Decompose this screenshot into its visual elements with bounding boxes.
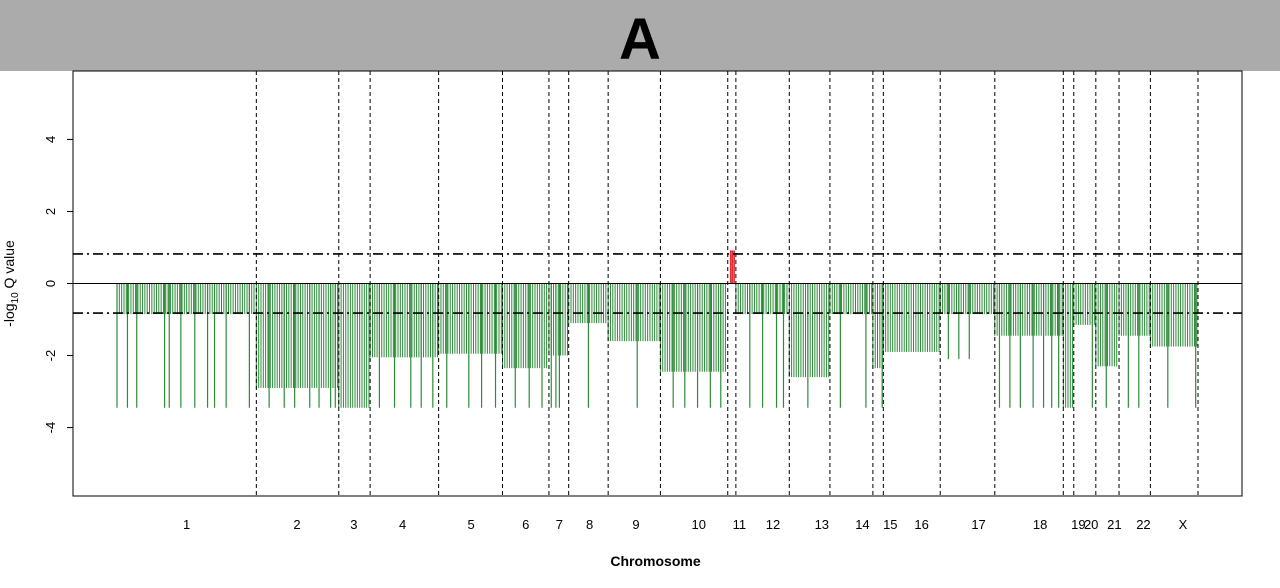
y-tick-label: -4 — [43, 422, 58, 434]
bar-layer — [116, 250, 1198, 408]
y-axis-title-rest: Q value — [1, 240, 17, 292]
x-tick-label: 16 — [914, 517, 928, 532]
y-tick-label: 0 — [43, 280, 58, 287]
x-tick-label: 2 — [293, 517, 300, 532]
x-tick-label: 3 — [350, 517, 357, 532]
x-tick-label: 17 — [971, 517, 985, 532]
x-tick-label: 21 — [1107, 517, 1121, 532]
x-tick-label: 11 — [733, 517, 747, 532]
x-tick-label: 7 — [556, 517, 563, 532]
x-tick-label: 14 — [855, 517, 869, 532]
y-axis-title-base: -log — [1, 303, 17, 326]
x-tick-label: 19 — [1071, 517, 1085, 532]
x-tick-label: 6 — [522, 517, 529, 532]
y-tick-label: 4 — [43, 136, 58, 143]
panel-label: A — [619, 7, 661, 72]
x-tick-label: 4 — [399, 517, 406, 532]
y-tick-label: -2 — [43, 350, 58, 362]
x-tick-label: 5 — [468, 517, 475, 532]
x-tick-label: 20 — [1084, 517, 1098, 532]
x-tick-label: 22 — [1136, 517, 1150, 532]
x-tick-label: X — [1179, 517, 1188, 532]
x-axis-title: Chromosome — [610, 553, 700, 569]
x-tick-label: 1 — [183, 517, 190, 532]
x-tick-label: 10 — [691, 517, 705, 532]
y-axis-title-sub: 10 — [10, 292, 21, 304]
y-axis-title: -log10 Q value — [1, 240, 21, 327]
x-tick-label: 13 — [815, 517, 829, 532]
x-tick-label: 9 — [632, 517, 639, 532]
x-tick-label: 18 — [1033, 517, 1047, 532]
x-tick-label: 15 — [883, 517, 897, 532]
y-tick-label: 2 — [43, 208, 58, 215]
y-axis: -4 -2 0 2 4 — [43, 136, 73, 434]
x-tick-label: 12 — [766, 517, 780, 532]
reference-lines — [73, 253, 1242, 314]
x-tick-label: 8 — [586, 517, 593, 532]
title-banner — [0, 0, 1280, 71]
